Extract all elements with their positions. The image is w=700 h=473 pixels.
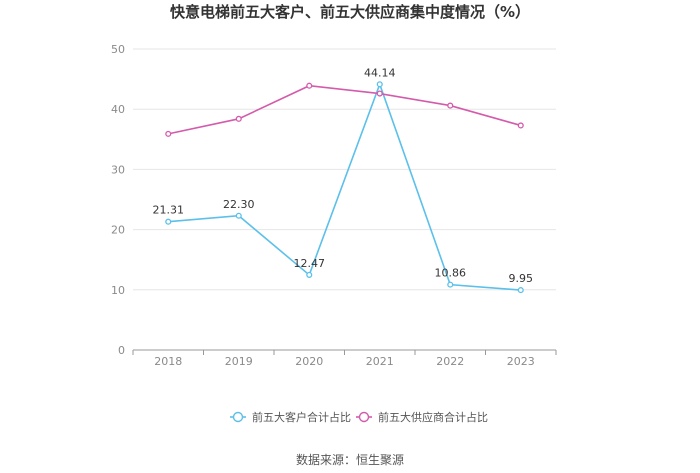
y-tick-label: 10 bbox=[111, 284, 125, 297]
legend-item-1[interactable]: 前五大客户合计占比 bbox=[230, 410, 351, 424]
y-tick-label: 50 bbox=[111, 43, 125, 56]
y-tick-label: 0 bbox=[118, 344, 125, 357]
grid-lines bbox=[133, 48, 556, 291]
data-point bbox=[306, 82, 313, 89]
data-label: 12.47 bbox=[294, 257, 326, 270]
series-1: 21.31 22.30 12.47 44.14 10.86 9.95 bbox=[153, 66, 534, 294]
y-tick-label: 20 bbox=[111, 224, 125, 237]
y-tick-label: 40 bbox=[111, 103, 125, 116]
y-axis-tick-labels: 0 10 20 30 40 50 bbox=[111, 43, 125, 357]
data-label: 9.95 bbox=[509, 272, 534, 285]
legend-marker bbox=[358, 411, 370, 423]
x-tick-label: 2023 bbox=[507, 355, 535, 368]
y-tick-label: 30 bbox=[111, 163, 125, 176]
x-tick-label: 2018 bbox=[154, 355, 182, 368]
data-point bbox=[235, 212, 242, 219]
data-label: 44.14 bbox=[364, 66, 396, 79]
x-axis-ticks: 2018 2019 2020 2021 2022 2023 bbox=[132, 350, 557, 368]
data-point bbox=[517, 122, 524, 129]
data-point bbox=[517, 287, 524, 294]
x-tick-label: 2020 bbox=[295, 355, 323, 368]
data-point bbox=[376, 90, 383, 97]
x-tick-label: 2022 bbox=[436, 355, 464, 368]
series-2 bbox=[165, 82, 524, 137]
data-point bbox=[447, 102, 454, 109]
data-point bbox=[376, 81, 383, 88]
series-line bbox=[168, 81, 521, 291]
chart-title: 快意电梯前五大客户、前五大供应商集中度情况（%） bbox=[170, 3, 530, 21]
legend-item-2[interactable]: 前五大供应商合计占比 bbox=[356, 410, 488, 424]
legend-label: 前五大供应商合计占比 bbox=[378, 410, 488, 424]
data-point bbox=[235, 115, 242, 122]
data-point bbox=[165, 130, 172, 137]
x-tick-label: 2021 bbox=[366, 355, 394, 368]
series-line bbox=[168, 84, 521, 135]
source-note: 数据来源：恒生聚源 bbox=[296, 452, 404, 467]
legend[interactable]: 前五大客户合计占比 前五大供应商合计占比 bbox=[230, 410, 488, 424]
data-point bbox=[447, 281, 454, 288]
data-label: 22.30 bbox=[223, 198, 255, 211]
legend-marker bbox=[232, 411, 244, 423]
data-label: 21.31 bbox=[153, 204, 185, 217]
data-label: 10.86 bbox=[435, 267, 467, 280]
data-point bbox=[165, 218, 172, 225]
data-point bbox=[306, 271, 313, 278]
legend-label: 前五大客户合计占比 bbox=[252, 410, 351, 424]
x-tick-label: 2019 bbox=[225, 355, 253, 368]
series-layer: 21.31 22.30 12.47 44.14 10.86 9.95 bbox=[153, 66, 534, 294]
